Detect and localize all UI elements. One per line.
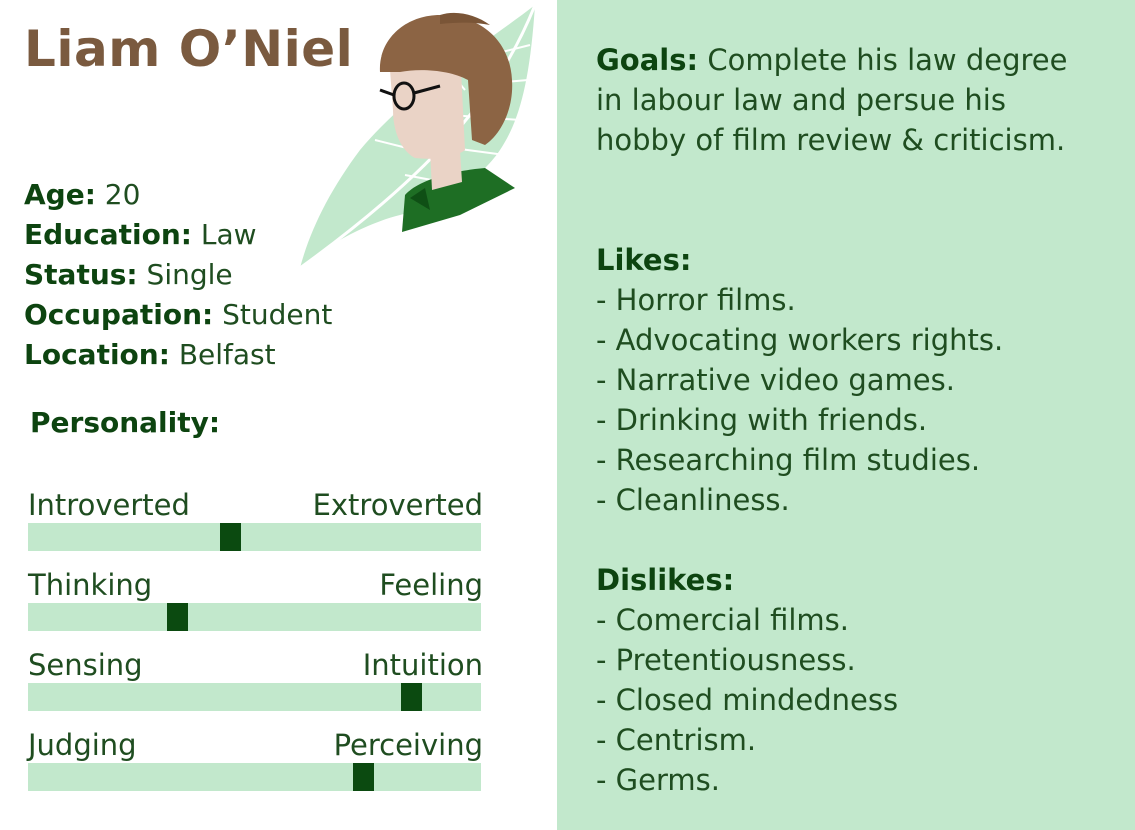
trait-scale [28, 683, 481, 711]
persona-details: Age: 20 Education: Law Status: Single Oc… [24, 175, 332, 375]
trait-judging-perceiving: Judging Perceiving [28, 728, 483, 798]
list-item: - Drinking with friends. [596, 403, 928, 437]
likes-list: - Horror films. - Advocating workers rig… [596, 280, 1116, 520]
list-item: - Comercial films. [596, 603, 849, 637]
personality-title: Personality: [30, 406, 221, 439]
detail-occupation: Occupation: Student [24, 298, 333, 331]
list-item: - Horror films. [596, 283, 796, 317]
dislikes-title: Dislikes: [596, 563, 735, 597]
trait-marker [400, 683, 422, 711]
trait-introverted-extroverted: Introverted Extroverted [28, 488, 483, 558]
trait-left-label: Introverted [28, 488, 190, 522]
trait-right-label: Intuition [362, 648, 483, 682]
goals-text-line: Complete his law degree [698, 43, 1068, 77]
goals-label: Goals: [596, 43, 699, 77]
hair [379, 15, 513, 145]
detail-location: Location: Belfast [24, 338, 276, 371]
likes-title: Likes: [596, 243, 692, 277]
trait-left-label: Judging [28, 728, 137, 762]
trait-right-label: Feeling [379, 568, 483, 602]
list-item: - Researching film studies. [596, 443, 981, 477]
list-item: - Advocating workers rights. [596, 323, 1004, 357]
list-item: - Centrism. [596, 723, 757, 757]
dislikes-section: Dislikes: - Comercial films. - Pretentio… [596, 560, 1116, 800]
trait-scale [28, 763, 481, 791]
trait-marker [167, 603, 189, 631]
detail-status: Status: Single [24, 258, 233, 291]
detail-age: Age: 20 [24, 178, 141, 211]
detail-education: Education: Law [24, 218, 257, 251]
dislikes-list: - Comercial films. - Pretentiousness. - … [596, 600, 1116, 800]
trait-marker [219, 523, 241, 551]
trait-right-label: Perceiving [333, 728, 483, 762]
trait-thinking-feeling: Thinking Feeling [28, 568, 483, 638]
glasses-icon [379, 81, 441, 111]
persona-avatar [299, 4, 537, 270]
likes-section: Likes: - Horror films. - Advocating work… [596, 240, 1116, 520]
persona-name: Liam O’Niel [24, 20, 354, 78]
goals-section: Goals: Complete his law degree in labour… [596, 40, 1116, 160]
trait-scale [28, 523, 481, 551]
list-item: - Pretentiousness. [596, 643, 856, 677]
trait-scale [28, 603, 481, 631]
goals-text-line: in labour law and persue his [596, 83, 1006, 117]
list-item: - Closed mindedness [596, 683, 899, 717]
trait-left-label: Sensing [28, 648, 143, 682]
trait-sensing-intuition: Sensing Intuition [28, 648, 483, 718]
info-panel: Goals: Complete his law degree in labour… [557, 0, 1135, 830]
list-item: - Narrative video games. [596, 363, 955, 397]
goals-text-line: hobby of film review & criticism. [596, 123, 1066, 157]
trait-right-label: Extroverted [312, 488, 483, 522]
trait-marker [353, 763, 375, 791]
shirt [402, 168, 515, 232]
trait-left-label: Thinking [28, 568, 153, 602]
list-item: - Cleanliness. [596, 483, 790, 517]
list-item: - Germs. [596, 763, 720, 797]
